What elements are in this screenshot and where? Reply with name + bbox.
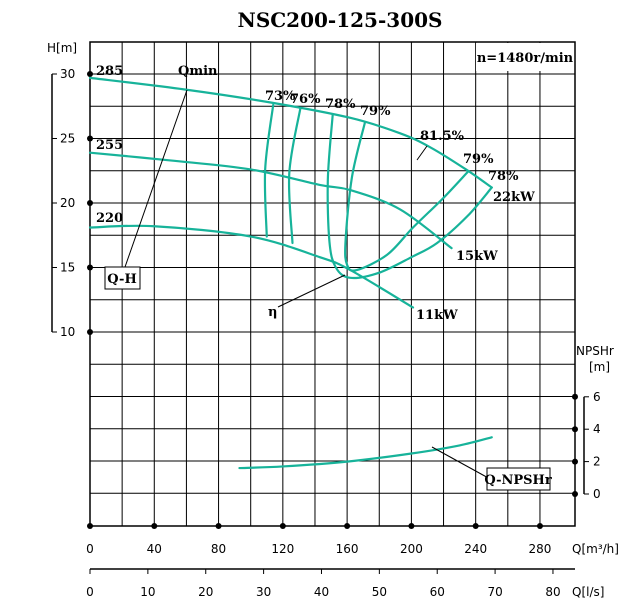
x-tick-label: 160 xyxy=(336,542,359,556)
diameter-label: 220 xyxy=(96,211,123,226)
speed-box xyxy=(476,43,574,71)
efficiency-label: 76% xyxy=(290,92,321,107)
y-tick-dot xyxy=(87,264,93,271)
y-tick-dot xyxy=(87,200,93,206)
qh-curve-255 xyxy=(88,151,453,250)
power-label: 11kW xyxy=(416,308,458,323)
efficiency-curve xyxy=(344,121,469,272)
npsh-label-box xyxy=(486,467,551,491)
efficiency-curve xyxy=(326,114,493,280)
x-tick-label: 280 xyxy=(529,542,552,556)
x-tick-dot xyxy=(472,523,479,529)
diameter-label: 255 xyxy=(96,138,123,153)
x-axis-label: Q[m³/h] xyxy=(572,542,619,556)
speed-label: n=1480r/min xyxy=(477,51,574,66)
eta-leader xyxy=(277,274,346,308)
qh-curve-220 xyxy=(88,224,415,309)
y-tick-dot xyxy=(87,135,93,142)
y2-tick-dot xyxy=(572,426,578,433)
curves xyxy=(88,76,493,470)
power-label: 22kW xyxy=(493,190,535,205)
x2-axis-label: Q[l/s] xyxy=(572,585,604,599)
npsh-label: Q-NPSHr xyxy=(484,473,552,488)
y-tick-dot xyxy=(87,329,93,335)
npsh-leader xyxy=(431,446,493,481)
qh-label: Q-H xyxy=(107,272,136,287)
x2-tick-label: 20 xyxy=(198,585,213,599)
x-tick-dot xyxy=(344,523,351,529)
y2-tick-dot xyxy=(572,491,578,497)
efficiency-label: 81.5% xyxy=(420,129,465,144)
x2-tick-label: 30 xyxy=(256,585,271,599)
y-tick-dot xyxy=(87,71,93,77)
power-label: 15kW xyxy=(456,249,498,264)
x-tick-dot xyxy=(408,523,415,529)
efficiency-label: 79% xyxy=(360,104,391,119)
x2-tick-label: 0 xyxy=(86,585,94,599)
plot-frame xyxy=(89,41,576,527)
x-tick-label: 120 xyxy=(271,542,294,556)
efficiency-label: 79% xyxy=(463,152,494,167)
x-tick-label: 80 xyxy=(211,542,226,556)
x-tick-dot xyxy=(151,523,158,529)
leader-lines xyxy=(124,89,493,481)
y-axis-label: H[m] xyxy=(47,41,77,55)
y-tick-label: 10 xyxy=(60,325,75,339)
x-tick-dot xyxy=(215,523,222,529)
x2-tick-label: 60 xyxy=(430,585,445,599)
y2-tick-dot xyxy=(572,393,578,400)
efficiency-label: 78% xyxy=(488,169,519,184)
x-tick-dot xyxy=(279,523,286,529)
x-tick-label: 0 xyxy=(86,542,94,556)
eta-label: η xyxy=(268,305,277,320)
y2-tick-dot xyxy=(572,458,578,465)
y2-tick-label: 2 xyxy=(593,455,601,469)
y2-tick-label: 6 xyxy=(593,390,601,404)
eff-81-leader xyxy=(416,145,428,161)
qmin-leader xyxy=(124,89,188,268)
qh-label-box xyxy=(104,266,141,290)
diameter-label: 285 xyxy=(96,64,123,79)
x2-tick-label: 70 xyxy=(487,585,502,599)
y2-axis-label: NPSHr xyxy=(576,344,614,358)
curve-labels: Q-H Q-NPSHr Qmin η 285 255 220 73%76% 78% 79% 81.5… xyxy=(96,64,552,491)
y-tick-label: 20 xyxy=(60,196,75,210)
x2-tick-label: 50 xyxy=(372,585,387,599)
y-tick-label: 15 xyxy=(60,261,75,275)
y2-tick-label: 4 xyxy=(593,422,601,436)
y2-tick-label: 0 xyxy=(593,487,601,501)
qmin-label: Qmin xyxy=(178,64,218,79)
qh-curve-285 xyxy=(88,76,493,189)
x2-tick-label: 10 xyxy=(140,585,155,599)
x2-tick-label: 40 xyxy=(314,585,329,599)
efficiency-curve xyxy=(263,103,275,238)
y-tick-label: 25 xyxy=(60,132,75,146)
y2-axis-label: [m] xyxy=(589,360,610,374)
grid xyxy=(89,41,576,527)
x-tick-label: 40 xyxy=(147,542,162,556)
x-tick-dot xyxy=(536,523,543,529)
x-tick-dot xyxy=(87,523,93,529)
efficiency-curve xyxy=(287,106,302,245)
npshr-curve xyxy=(238,436,493,470)
x2-tick-label: 80 xyxy=(545,585,560,599)
y-tick-label: 30 xyxy=(60,67,75,81)
x-tick-label: 240 xyxy=(464,542,487,556)
efficiency-label: 78% xyxy=(325,97,356,112)
chart-title: NSC200-125-300S xyxy=(238,8,443,32)
efficiency-label: 73% xyxy=(265,89,296,104)
x-tick-label: 200 xyxy=(400,542,423,556)
